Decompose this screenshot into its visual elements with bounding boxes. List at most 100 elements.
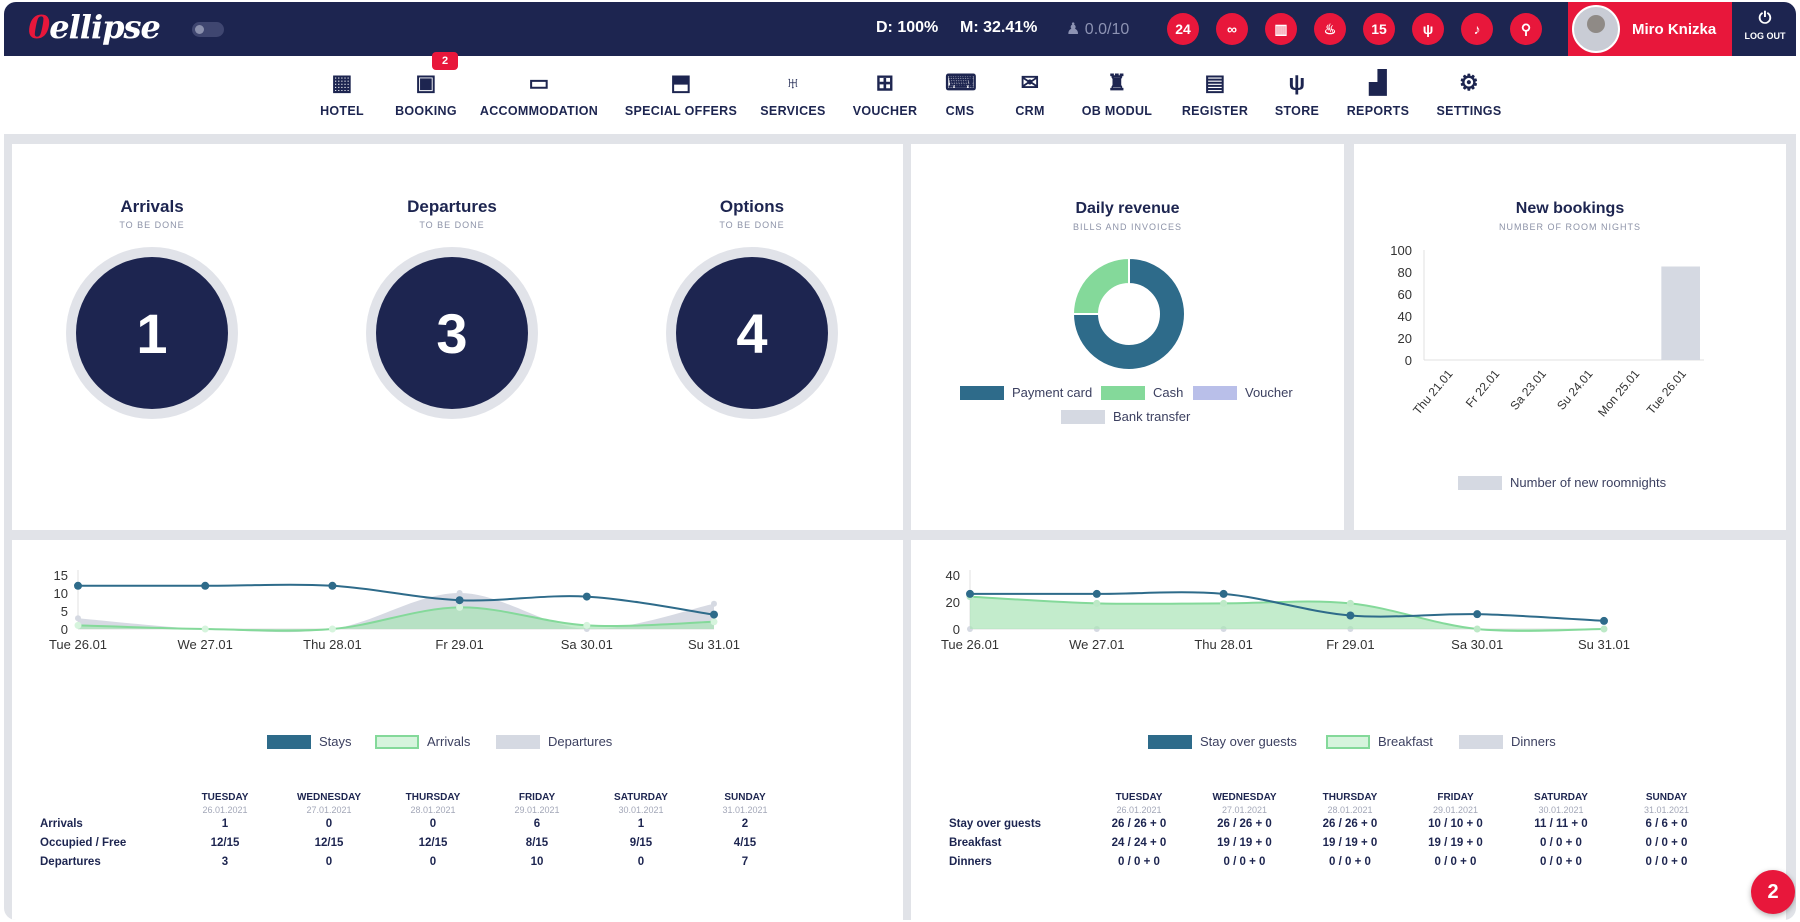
nav-label: SPECIAL OFFERS [624,104,738,118]
nav-store[interactable]: ψ STORE [1262,70,1332,118]
x-tick-label: Fr 22.01 [1463,367,1503,410]
luggage-icon: ♜ [1106,70,1128,95]
nav-voucher[interactable]: ⊞ VOUCHER [840,70,930,118]
avatar [1572,5,1620,53]
donut-slice-payment-card [1071,256,1186,371]
table-cell: 7 [741,856,749,868]
clock-24-icon[interactable]: 24 [1167,13,1199,45]
bell-icon[interactable]: ♪ [1461,13,1493,45]
y-tick-label: 0 [953,622,960,637]
logo-mark-icon: 0 [28,8,50,46]
guests-panel: 0 20 40 Tue 26.01 We 27.01 Thu 28.01 Fr 29.01 S… [911,540,1786,920]
bar-chart-icon[interactable]: ▥ [1265,13,1297,45]
table-cell: 11 / 11 + 0 [1534,818,1588,830]
series-point [1600,616,1608,625]
guests-chart[interactable]: 0 20 40 Tue 26.01 We 27.01 Thu 28.01 Fr 29.01 S… [911,570,1786,740]
legend-breakfast[interactable]: Breakfast [1326,734,1433,749]
table-cell: 0 / 0 + 0 [1223,856,1266,868]
report-icon: ▟ [1369,70,1387,95]
nav-reports[interactable]: ▟ REPORTS [1338,70,1418,118]
ellipse-logo[interactable]: 0ellipse [28,8,161,46]
legend-label: Voucher [1245,385,1293,400]
user-menu[interactable]: Miro Knizka [1568,2,1732,56]
day-name: SUNDAY [1645,792,1688,803]
binoculars-icon[interactable]: ∞ [1216,13,1248,45]
notification-fab[interactable]: 2 [1751,870,1795,914]
legend-bank-transfer[interactable]: Bank transfer [1061,409,1190,424]
day-name: FRIDAY [518,792,556,803]
table-row-label: Departures [40,856,101,868]
legend-payment-card[interactable]: Payment card [960,385,1092,400]
series-point [1219,589,1228,598]
x-tick-label: Thu 21.01 [1410,367,1456,418]
day-name: THURSDAY [405,792,461,803]
table-cell: 10 [530,856,544,868]
series-point [1093,599,1101,607]
kpi-options[interactable]: Options TO BE DONE 4 [657,197,847,419]
day-name: SATURDAY [1534,792,1588,803]
kpi-value: 1 [76,257,228,409]
stays-table: TUESDAY 26.01.2021 WEDNESDAY 27.01.2021 THUR… [40,792,870,892]
legend-swatch [267,734,311,749]
legend-swatch [1458,475,1502,490]
series-point [711,600,717,607]
hand-coin-icon[interactable]: ♨ [1314,13,1346,45]
nav-settings[interactable]: ⚙ SETTINGS [1424,70,1514,118]
kpi-ring: 1 [66,247,238,419]
table-cell: 0 [637,856,645,868]
new-bookings-panel: New bookings NUMBER OF ROOM NIGHTS 0 20 40… [1354,144,1786,530]
search-icon[interactable]: ⚲ [1510,13,1542,45]
table-cell: 4/15 [733,837,757,849]
legend-dinners[interactable]: Dinners [1459,734,1556,749]
legend-departures[interactable]: Departures [496,734,612,749]
table-cell: 1 [637,818,645,830]
kpi-arrivals[interactable]: Arrivals TO BE DONE 1 [57,197,247,419]
table-cell: 24 / 24 + 0 [1111,837,1167,849]
nav-accommodation[interactable]: ▭ ACCOMMODATION [474,70,604,118]
new-bookings-sub: NUMBER OF ROOM NIGHTS [1499,222,1641,232]
series-point [201,625,209,633]
stat-online: ♟ 0.0/10 [1066,19,1129,39]
nav-special-offers[interactable]: ⬒ SPECIAL OFFERS [616,70,746,118]
revenue-donut[interactable] [1059,244,1199,384]
legend-voucher[interactable]: Voucher [1193,385,1293,400]
nav-cms[interactable]: ⌨ CMS [930,70,990,118]
day-date: 26.01.2021 [1116,805,1162,815]
day-date: 30.01.2021 [1538,805,1584,815]
calendar-15-icon[interactable]: 15 [1363,13,1395,45]
nav-services[interactable]: ♅ SERVICES [748,70,838,118]
cutlery-icon[interactable]: ψ [1412,13,1444,45]
legend-arrivals[interactable]: Arrivals [375,734,470,749]
day-date: 27.01.2021 [1221,805,1268,815]
box-icon: ⬒ [670,70,692,95]
nav-register[interactable]: ▤ REGISTER [1170,70,1260,118]
series-point [1346,611,1355,620]
kpi-departures[interactable]: Departures TO BE DONE 3 [357,197,547,419]
nav-booking[interactable]: ▣ BOOKING [386,70,466,118]
nav-crm[interactable]: ✉ CRM [1000,70,1060,118]
table-cell: 8/15 [525,837,549,849]
legend-swatch [960,385,1004,400]
table-cell: 3 [221,856,229,868]
y-tick-label: 0 [1405,353,1412,368]
stays-chart[interactable]: 0 5 10 15 Tue 26.01 We 27.01 Thu 28.01 Fr 29.01… [12,570,903,740]
legend-stays[interactable]: Stays [267,734,352,749]
user-name: Miro Knizka [1632,20,1717,38]
series-point [966,589,974,598]
table-cell: 19 / 19 + 0 [1217,837,1272,849]
legend-stay-over-guests[interactable]: Stay over guests [1148,734,1297,749]
new-bookings-chart[interactable]: 0 20 40 60 80 100 Thu 21.01 Fr 22.01 Sa 23.01 Su … [1354,240,1754,440]
day-date: 29.01.2021 [1432,805,1479,815]
table-cell: 1 [221,818,229,830]
series-point [456,590,463,596]
legend-cash[interactable]: Cash [1101,385,1183,400]
nav-ob-modul[interactable]: ♜ OB MODUL [1072,70,1162,118]
day-date: 29.01.2021 [514,805,560,815]
logout-button[interactable]: ⏻ LOG OUT [1742,10,1788,41]
legend-label: Departures [548,734,613,749]
table-day-header: TUESDAY 26.01.2021 [170,792,280,815]
legend-new-roomnights[interactable]: Number of new roomnights [1458,475,1666,490]
legend-label: Cash [1153,385,1184,400]
mode-toggle[interactable] [192,22,224,37]
nav-hotel[interactable]: ▦ HOTEL [312,70,372,118]
